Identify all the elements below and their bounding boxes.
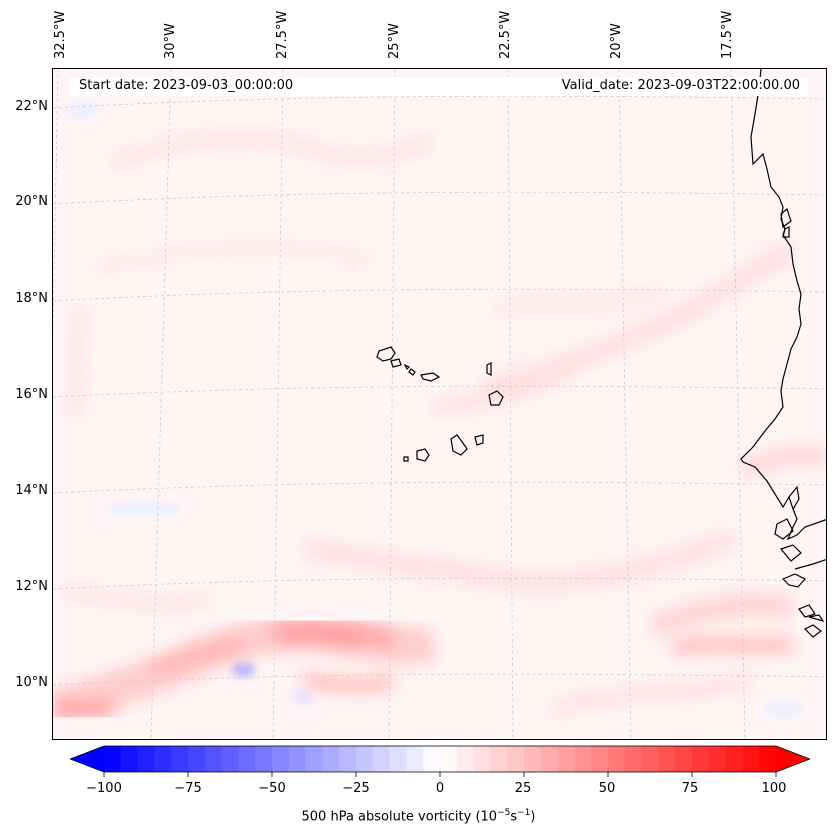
- colorbar-level: [507, 746, 525, 772]
- colorbar-tick-label: −100: [86, 781, 122, 796]
- valid-date-label: Valid_date: 2023-09-03T22:00:00.00: [561, 78, 800, 93]
- colorbar-tick-label: 0: [435, 781, 445, 796]
- colorbar-level: [490, 746, 508, 772]
- colorbar-tick-label: −25: [342, 781, 370, 796]
- colorbar-graphic: [68, 745, 812, 777]
- lon-label: 20°W: [609, 23, 624, 59]
- lat-label: 22°N: [15, 99, 48, 114]
- colorbar-level: [154, 746, 172, 772]
- vorticity-contours-negative: [67, 99, 803, 719]
- colorbar-level: [137, 746, 155, 772]
- colorbar-level: [658, 746, 676, 772]
- lat-label: 14°N: [15, 483, 48, 498]
- colorbar-level: [356, 746, 374, 772]
- lat-label: 12°N: [15, 579, 48, 594]
- colorbar-level: [188, 746, 206, 772]
- colorbar-level: [288, 746, 307, 772]
- colorbar-level: [272, 746, 290, 772]
- colorbar-level: [406, 746, 424, 772]
- colorbar-level: [389, 746, 407, 772]
- colorbar-level: [574, 746, 592, 772]
- colorbar-tick-label: 100: [761, 781, 787, 796]
- lon-label: 17.5°W: [720, 10, 735, 59]
- colorbar-level: [591, 746, 609, 772]
- vorticity-field: [53, 69, 826, 739]
- colorbar-level: [322, 746, 340, 772]
- colorbar-level: [221, 746, 239, 772]
- colorbar-level: [524, 746, 542, 772]
- colorbar-level: [725, 746, 743, 772]
- colorbar-title-exponent: −5: [497, 808, 511, 818]
- colorbar-level: [692, 746, 710, 772]
- colorbar-level: [104, 746, 122, 772]
- colorbar-level: [624, 746, 643, 772]
- lat-label: 18°N: [15, 291, 48, 306]
- lat-label: 16°N: [15, 387, 48, 402]
- colorbar-level: [540, 746, 559, 772]
- colorbar-level: [473, 746, 491, 772]
- colorbar-level: [120, 746, 139, 772]
- lon-label: 25°W: [387, 23, 402, 59]
- lon-label: 30°W: [163, 23, 178, 59]
- map-panel: [52, 68, 827, 740]
- colorbar-title-exponent: −1: [517, 808, 531, 818]
- cape-verde-islands: [376, 346, 504, 462]
- lat-label: 10°N: [15, 675, 48, 690]
- colorbar-title-prefix: 500 hPa absolute vorticity (10: [301, 809, 498, 825]
- colorbar-tick-label: 50: [598, 781, 616, 796]
- colorbar-title: 500 hPa absolute vorticity (10−5s−1): [0, 808, 837, 824]
- colorbar-level: [456, 746, 475, 772]
- colorbar-level: [339, 746, 357, 772]
- colorbar-title-suffix: ): [530, 809, 536, 825]
- coastline: [740, 69, 826, 638]
- colorbar: [68, 744, 812, 778]
- colorbar-tick-label: 75: [681, 781, 699, 796]
- colorbar-level: [742, 746, 760, 772]
- colorbar-tick-label: −75: [174, 781, 202, 796]
- lon-label: 27.5°W: [275, 10, 290, 59]
- start-date-label: Start date: 2023-09-03_00:00:00: [79, 78, 294, 93]
- vorticity-contours-strong: [53, 615, 794, 727]
- colorbar-level: [759, 746, 777, 772]
- colorbar-level: [708, 746, 727, 772]
- gridlines: [53, 69, 826, 739]
- colorbar-level: [675, 746, 693, 772]
- lon-label: 32.5°W: [53, 10, 68, 59]
- vorticity-contours-light: [61, 131, 826, 717]
- colorbar-level: [608, 746, 626, 772]
- date-banner: Start date: 2023-09-03_00:00:00 Valid_da…: [70, 77, 808, 96]
- colorbar-level: [238, 746, 256, 772]
- colorbar-level: [305, 746, 323, 772]
- colorbar-level: [171, 746, 189, 772]
- colorbar-tick-label: 25: [514, 781, 532, 796]
- colorbar-level: [440, 746, 458, 772]
- colorbar-extend-min: [70, 746, 104, 772]
- colorbar-level: [372, 746, 391, 772]
- colorbar-title-unit: s: [510, 809, 518, 825]
- colorbar-level: [641, 746, 659, 772]
- colorbar-extend-max: [776, 746, 810, 772]
- colorbar-level: [423, 746, 441, 772]
- colorbar-tick-label: −50: [258, 781, 286, 796]
- colorbar-level: [204, 746, 223, 772]
- lon-label: 22.5°W: [498, 10, 513, 59]
- lat-label: 20°N: [15, 194, 48, 209]
- colorbar-level: [255, 746, 273, 772]
- colorbar-level: [557, 746, 575, 772]
